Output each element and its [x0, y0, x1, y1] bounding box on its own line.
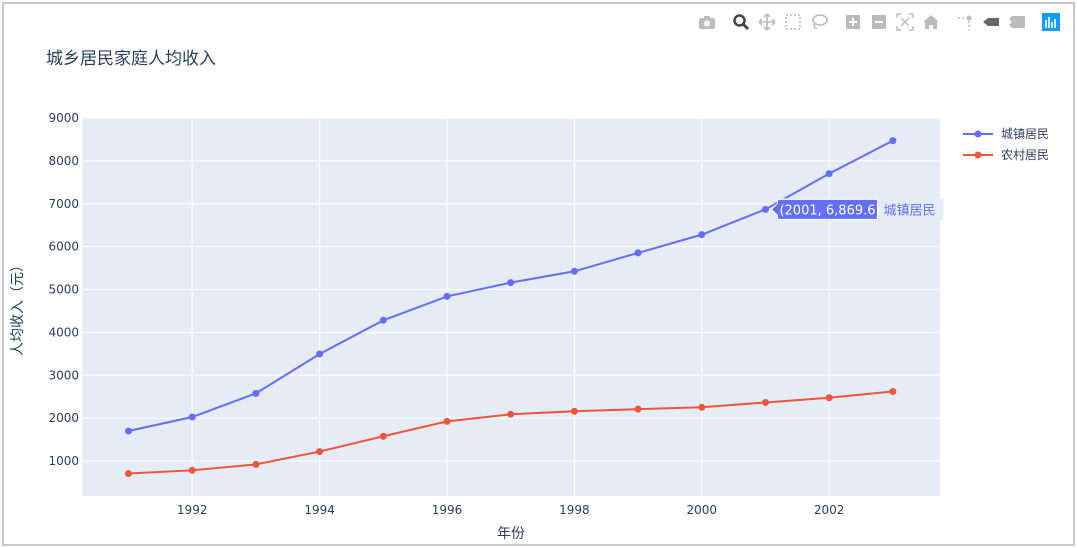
data-point[interactable] [825, 170, 833, 178]
data-point[interactable] [570, 407, 578, 415]
data-point[interactable] [507, 279, 515, 287]
x-tick-label: 1998 [559, 503, 590, 517]
chart-title: 城乡居民家庭人均收入 [46, 49, 216, 69]
data-point[interactable] [698, 231, 706, 239]
data-point[interactable] [188, 413, 196, 421]
data-point[interactable] [124, 427, 132, 435]
hover-closest-icon[interactable] [981, 12, 1001, 32]
data-point[interactable] [252, 389, 260, 397]
camera-icon[interactable] [697, 12, 717, 32]
legend-label-1[interactable]: 农村居民 [1001, 148, 1049, 162]
y-tick-label: 3000 [48, 368, 79, 382]
plot-area[interactable] [82, 118, 940, 496]
data-point[interactable] [889, 387, 897, 395]
data-point[interactable] [634, 405, 642, 413]
data-point[interactable] [761, 205, 769, 213]
data-point[interactable] [379, 432, 387, 440]
hover-label-series: 城镇居民 [883, 203, 935, 218]
zoom-icon[interactable] [731, 12, 751, 32]
y-tick-label: 2000 [48, 411, 79, 425]
legend-marker-1[interactable] [974, 151, 982, 159]
x-tick-label: 1994 [304, 503, 335, 517]
modebar [697, 12, 1067, 32]
data-point[interactable] [188, 466, 196, 474]
lasso-select-icon[interactable] [809, 12, 829, 32]
hover-label-value: (2001, 6,869.6) [779, 203, 880, 218]
y-tick-label: 8000 [48, 154, 79, 168]
plotly-logo-icon[interactable] [1041, 12, 1061, 32]
spike-lines-icon[interactable] [955, 12, 975, 32]
data-point[interactable] [443, 292, 451, 300]
data-point[interactable] [698, 403, 706, 411]
data-point[interactable] [252, 460, 260, 468]
x-tick-label: 2002 [814, 503, 845, 517]
box-select-icon[interactable] [783, 12, 803, 32]
data-point[interactable] [316, 448, 324, 456]
hover-compare-icon[interactable] [1007, 12, 1027, 32]
data-point[interactable] [761, 398, 769, 406]
legend-label-0[interactable]: 城镇居民 [1001, 127, 1049, 141]
zoom-out-icon[interactable] [869, 12, 889, 32]
x-tick-label: 2000 [686, 503, 717, 517]
hover-label-box [770, 198, 878, 220]
data-point[interactable] [316, 350, 324, 358]
y-tick-label: 9000 [48, 111, 79, 125]
x-axis-title: 年份 [497, 526, 525, 542]
x-tick-label: 1996 [432, 503, 463, 517]
data-point[interactable] [379, 316, 387, 324]
y-tick-label: 7000 [48, 197, 79, 211]
data-point[interactable] [889, 137, 897, 145]
pan-icon[interactable] [757, 12, 777, 32]
data-point[interactable] [507, 410, 515, 418]
autoscale-icon[interactable] [895, 12, 915, 32]
data-point[interactable] [570, 267, 578, 275]
data-point[interactable] [634, 249, 642, 257]
reset-axes-icon[interactable] [921, 12, 941, 32]
y-tick-label: 6000 [48, 240, 79, 254]
y-axis-title: 人均收入（元） [10, 258, 26, 356]
data-point[interactable] [825, 394, 833, 402]
y-tick-label: 1000 [48, 454, 79, 468]
legend-marker-0[interactable] [974, 130, 982, 138]
data-point[interactable] [124, 470, 132, 478]
x-tick-label: 1992 [177, 503, 208, 517]
y-tick-label: 4000 [48, 325, 79, 339]
y-tick-label: 5000 [48, 283, 79, 297]
data-point[interactable] [443, 417, 451, 425]
zoom-in-icon[interactable] [843, 12, 863, 32]
